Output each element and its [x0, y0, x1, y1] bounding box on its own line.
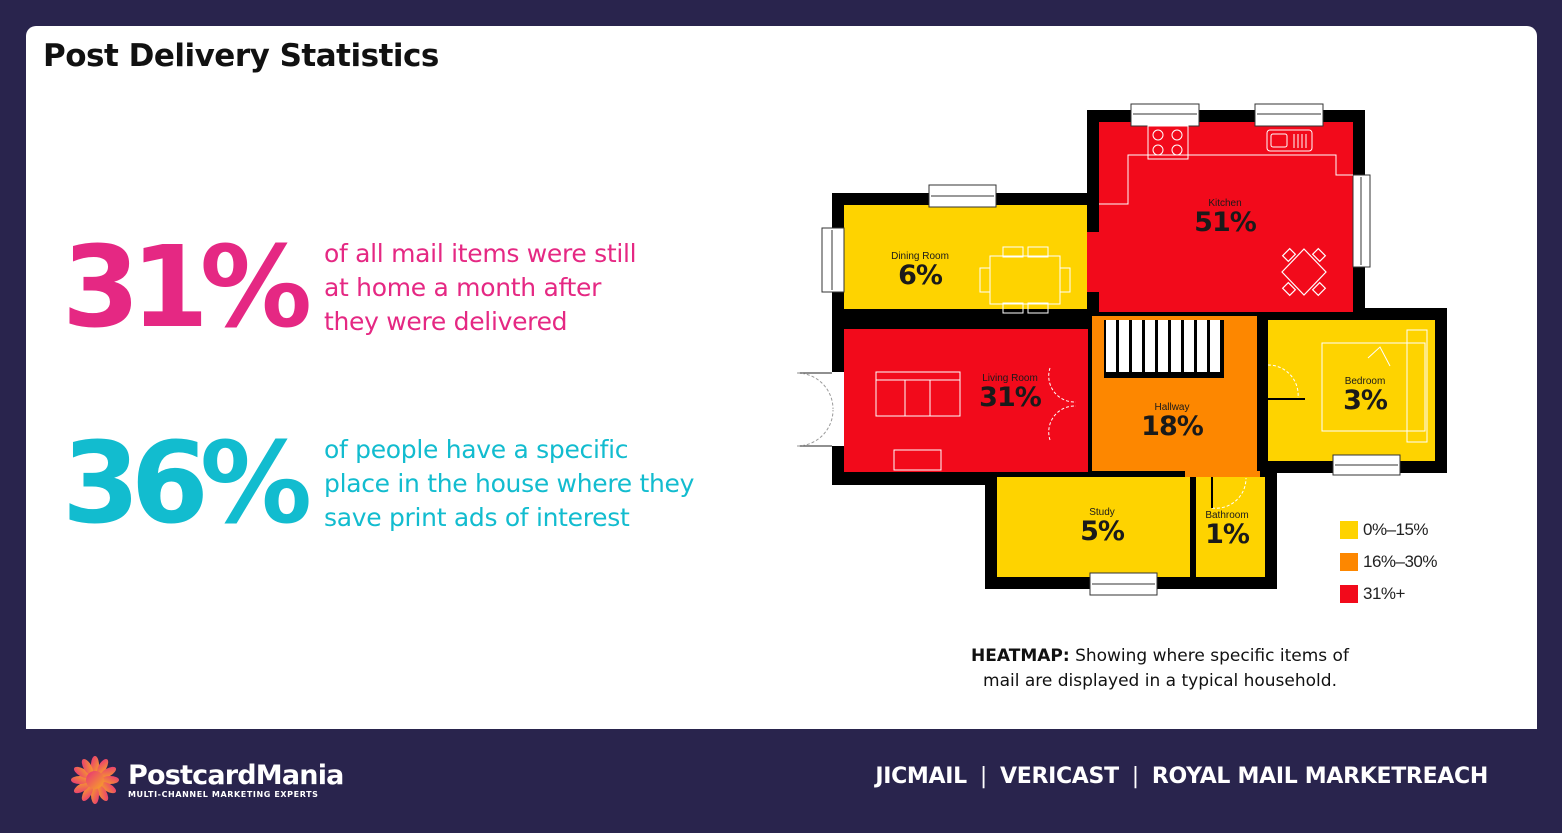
page-title: Post Delivery Statistics	[43, 38, 439, 74]
room-dining-ext	[1087, 232, 1099, 292]
room-value: 5%	[1080, 516, 1125, 547]
legend-item-low: 0%–15%	[1340, 514, 1437, 546]
legend-label: 31%+	[1363, 584, 1405, 603]
stat-value: 31%	[62, 223, 312, 353]
stat-description: of people have a specific place in the h…	[324, 433, 694, 535]
stat-mail-at-home: 31% of all mail items were still at home…	[62, 223, 637, 353]
room-value: 3%	[1343, 385, 1388, 416]
windows	[821, 103, 1401, 596]
legend-label: 16%–30%	[1363, 552, 1438, 571]
room-label-living-room: Living Room 31%	[950, 373, 1070, 412]
room-kitchen	[1099, 122, 1353, 312]
legend-item-high: 31%+	[1340, 578, 1437, 610]
legend-swatch	[1340, 521, 1358, 539]
room-value: 31%	[979, 382, 1042, 413]
brand-text: PostcardMania MULTI-CHANNEL MARKETING EX…	[128, 759, 344, 799]
caption-line: mail are displayed in a typical househol…	[983, 671, 1337, 691]
dining-table-icon	[979, 246, 1071, 314]
room-name: Dining Room	[891, 251, 949, 262]
stat-line: of all mail items were still	[324, 239, 637, 268]
sunburst-logo-icon	[71, 756, 119, 804]
separator: |	[979, 764, 987, 789]
brand-tagline: MULTI-CHANNEL MARKETING EXPERTS	[128, 789, 319, 799]
room-name: Bedroom	[1344, 376, 1386, 387]
room-living	[844, 329, 1088, 472]
room-name: Living Room	[982, 373, 1038, 384]
room-label-bathroom: Bathroom 1%	[1196, 510, 1258, 549]
separator: |	[1131, 764, 1139, 789]
source-jicmail: JICMAIL	[875, 764, 967, 789]
bed-icon	[1321, 329, 1428, 443]
room-value: 18%	[1141, 411, 1204, 442]
room-value: 6%	[898, 260, 943, 291]
caption-bold: HEATMAP:	[971, 646, 1070, 666]
stat-line: save print ads of interest	[324, 503, 630, 532]
stat-line: place in the house where they	[324, 469, 695, 498]
caption-line: Showing where specific items of	[1075, 646, 1349, 666]
sink-icon	[1266, 129, 1313, 152]
room-study	[997, 477, 1190, 577]
stat-specific-place: 36% of people have a specific place in t…	[62, 428, 694, 540]
heatmap-caption: HEATMAP: Showing where specific items of…	[920, 644, 1400, 694]
room-bathroom	[1196, 477, 1265, 577]
stove-icon	[1147, 125, 1189, 160]
room-label-study: Study 5%	[1042, 507, 1162, 546]
stat-line: of people have a specific	[324, 435, 629, 464]
heatmap-legend: 0%–15% 16%–30% 31%+	[1340, 514, 1438, 610]
patio-door-icon	[796, 372, 844, 447]
legend-swatch	[1340, 553, 1358, 571]
room-label-dining-room: Dining Room 6%	[860, 251, 980, 290]
room-label-hallway: Hallway 18%	[1112, 402, 1232, 441]
room-value: 51%	[1194, 207, 1257, 238]
room-name: Study	[1089, 507, 1115, 518]
sofa-icon	[875, 371, 961, 417]
postcardmania-logo[interactable]: PostcardMania MULTI-CHANNEL MARKETING EX…	[70, 755, 344, 805]
legend-item-mid: 16%–30%	[1340, 546, 1438, 578]
room-name: Hallway	[1154, 402, 1190, 413]
legend-swatch	[1340, 585, 1358, 603]
room-name: Bathroom	[1205, 510, 1249, 521]
source-vericast: VERICAST	[999, 764, 1119, 789]
stat-line: at home a month after	[324, 273, 602, 302]
room-value: 1%	[1205, 519, 1250, 550]
kitchen-table-icon	[1281, 247, 1327, 297]
sources-list: JICMAIL | VERICAST | ROYAL MAIL MARKETRE…	[875, 764, 1488, 789]
stat-description: of all mail items were still at home a m…	[324, 237, 637, 339]
room-label-kitchen: Kitchen 51%	[1165, 198, 1285, 237]
source-royal-mail: ROYAL MAIL MARKETREACH	[1151, 764, 1488, 789]
stat-line: they were delivered	[324, 307, 568, 336]
room-name: Kitchen	[1208, 198, 1242, 209]
stat-value: 36%	[62, 419, 312, 549]
room-label-bedroom: Bedroom 3%	[1305, 376, 1425, 415]
legend-label: 0%–15%	[1363, 520, 1429, 539]
tv-unit-icon	[893, 449, 942, 471]
stairs-icon	[1104, 320, 1224, 378]
brand-name: PostcardMania	[128, 759, 344, 791]
